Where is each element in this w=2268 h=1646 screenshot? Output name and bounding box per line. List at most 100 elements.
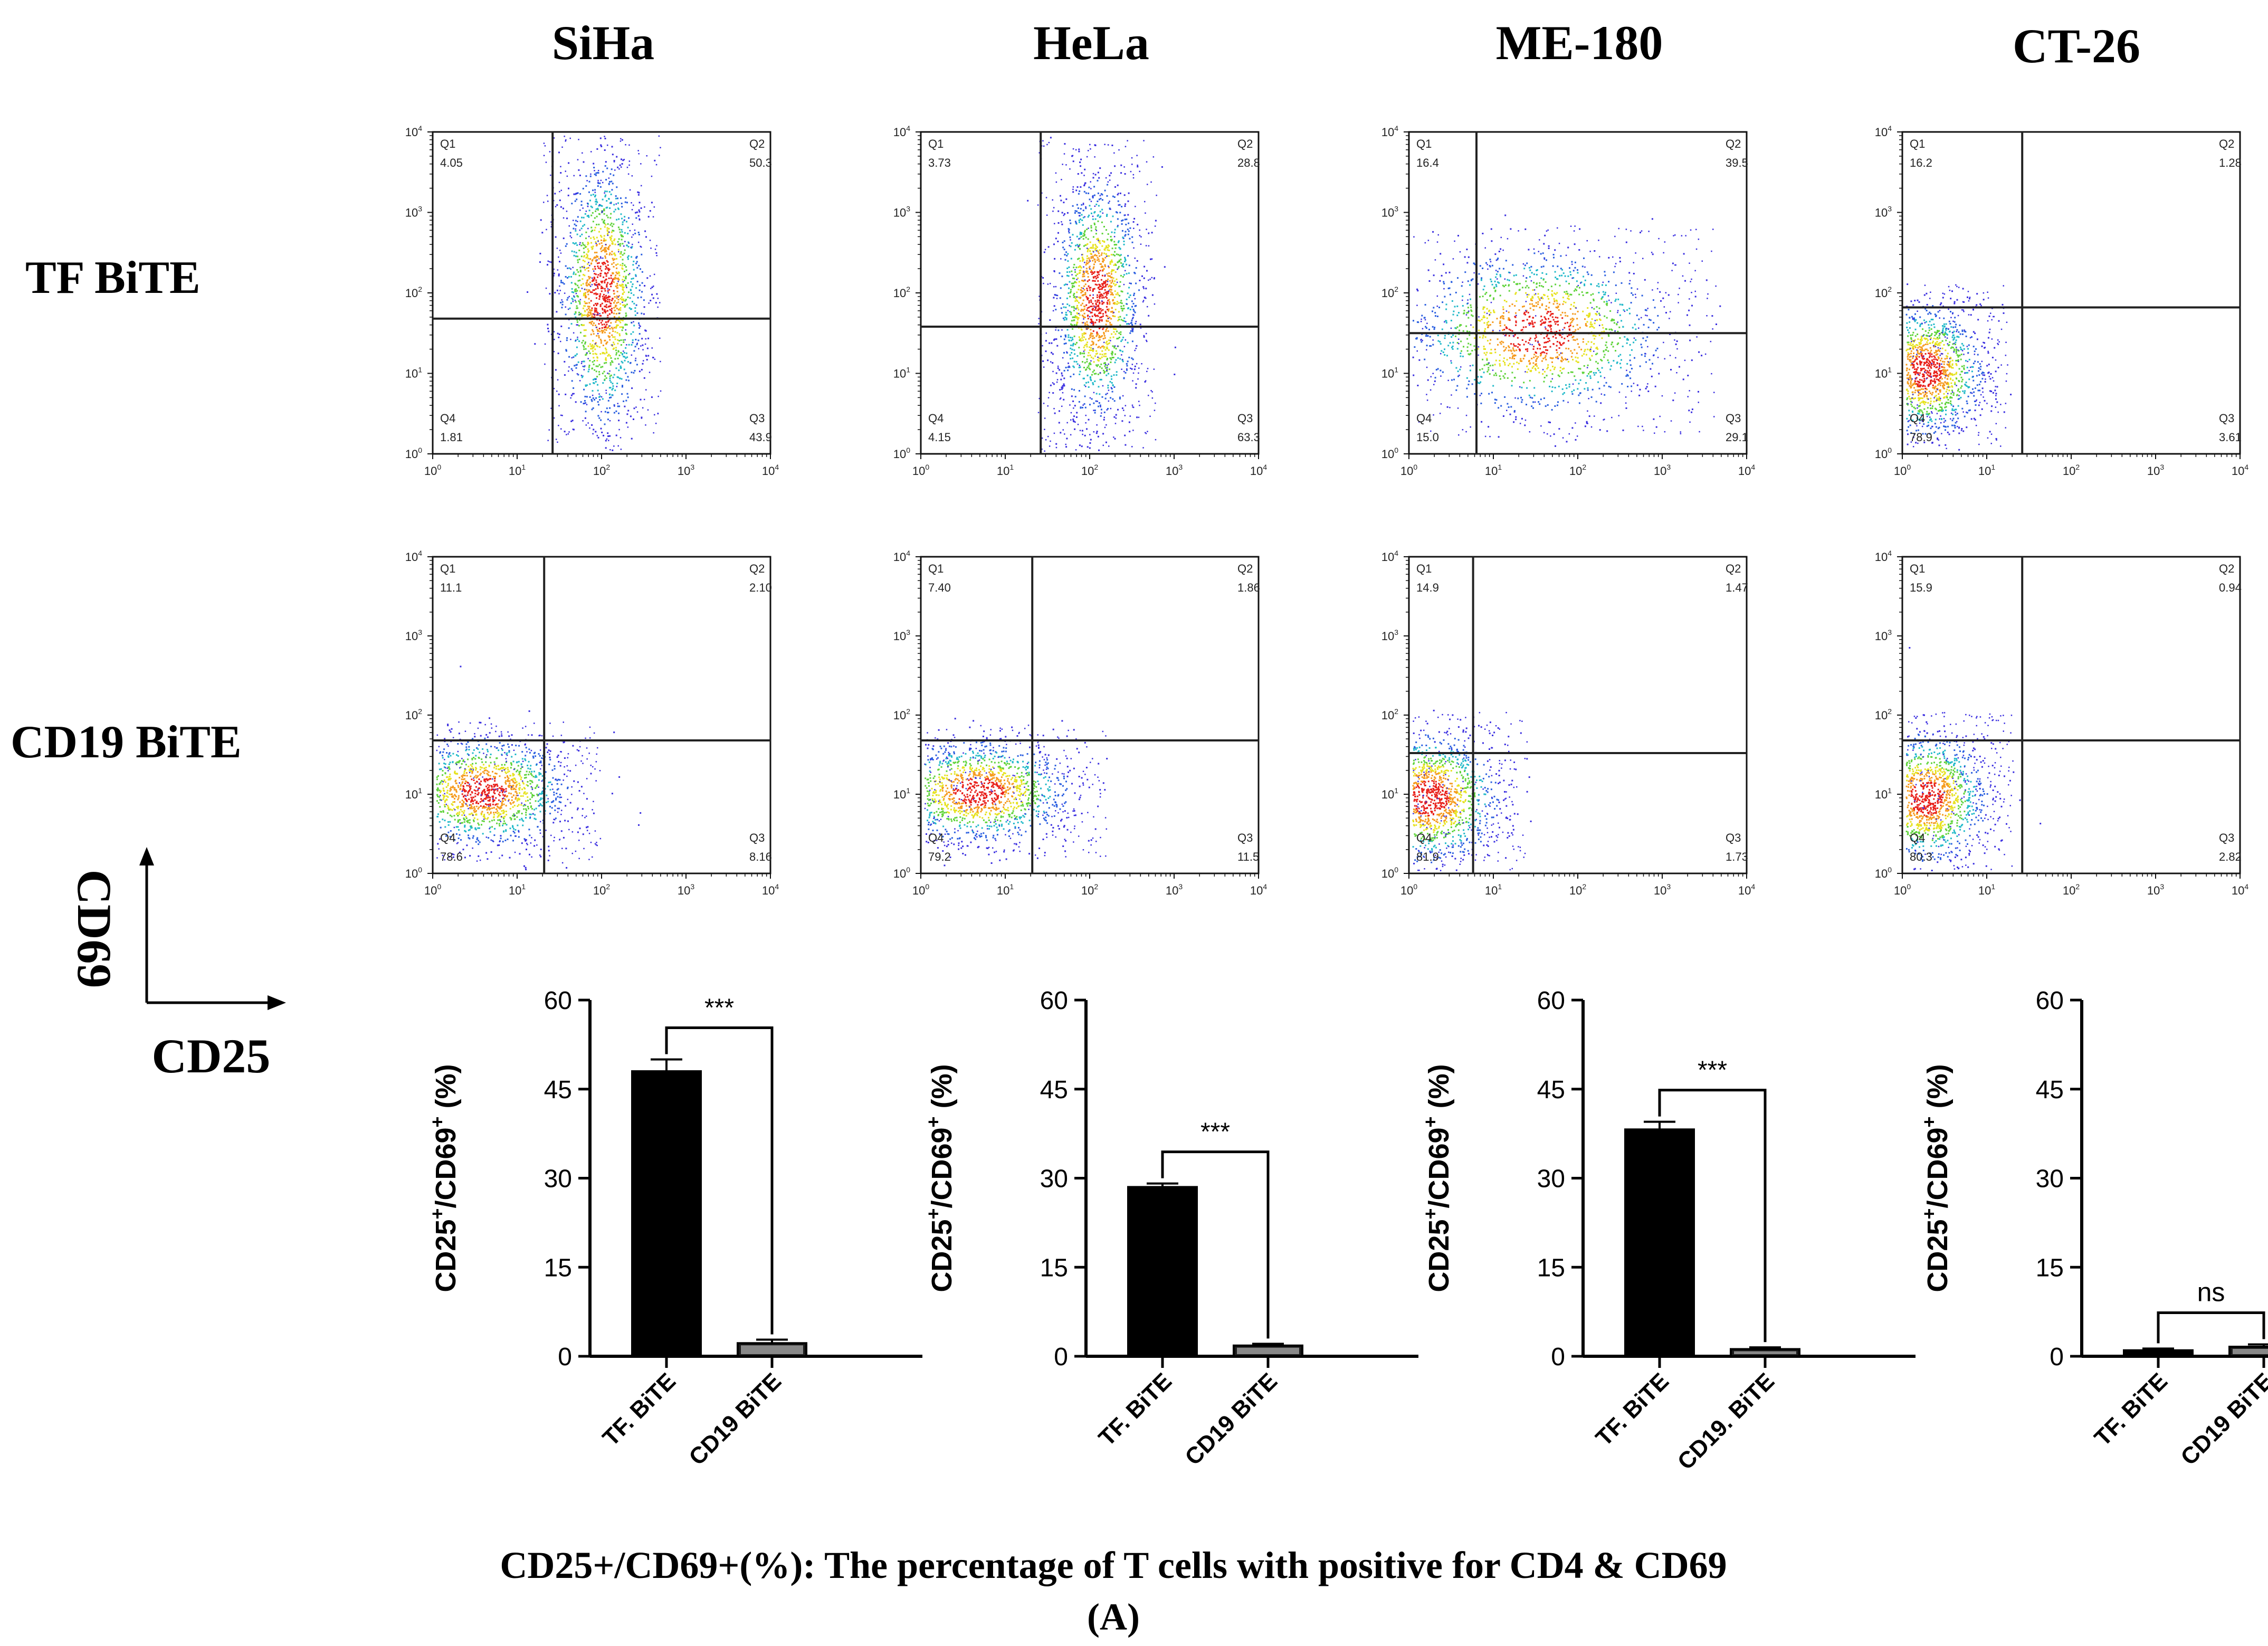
flow-plot-frame	[432, 556, 771, 874]
quadrant-value-q4: 15.0	[1416, 431, 1439, 444]
flow-x-tick-label: 103	[678, 463, 694, 478]
quadrant-value-q2: 39.5	[1726, 156, 1748, 169]
flow-y-tick-label: 101	[405, 366, 422, 380]
bar	[631, 1070, 702, 1357]
flow-x-tick-label: 103	[2147, 882, 2164, 897]
flow-y-tick-label: 101	[893, 366, 910, 380]
bar-y-tick-label: 45	[1537, 1076, 1565, 1104]
flow-x-tick-label: 103	[678, 882, 694, 897]
flow-panels: Q14.05Q250.3Q343.9Q41.811001001011011021…	[405, 124, 2249, 897]
flow-y-tick-label: 103	[893, 205, 910, 220]
flow-y-tick-label: 104	[1875, 549, 1892, 564]
quadrant-value-q1: 11.1	[440, 581, 462, 594]
flow-y-tick-label: 103	[1875, 205, 1892, 220]
axis-indicator-y-label: CD69	[68, 870, 121, 988]
quadrant-label: Q4	[1910, 831, 1925, 844]
flow-y-tick-label: 100	[1381, 865, 1398, 880]
flow-x-tick-label: 101	[1485, 882, 1502, 897]
bar-y-tick-label: 0	[1551, 1343, 1565, 1371]
bar-y-tick-label: 30	[1040, 1165, 1068, 1193]
flow-y-tick-label: 104	[405, 549, 422, 564]
quadrant-value-q1: 16.4	[1416, 156, 1439, 169]
quadrant-value-q3: 63.3	[1237, 431, 1260, 444]
flow-x-tick-label: 100	[424, 882, 441, 897]
flow-density-dots	[1905, 647, 2042, 871]
flow-density-dots	[436, 665, 642, 871]
flow-y-tick-label: 100	[1381, 446, 1398, 461]
flow-plot-frame	[1408, 556, 1748, 874]
flow-y-tick-label: 102	[405, 707, 422, 722]
quadrant-value-q1: 16.2	[1910, 156, 1932, 169]
quadrant-value-q3: 8.16	[749, 850, 772, 863]
quadrant-value-q3: 3.61	[2219, 431, 2242, 444]
quadrant-label: Q2	[1726, 137, 1741, 150]
flow-y-tick-label: 103	[1875, 628, 1892, 643]
quadrant-value-q4: 78.6	[440, 850, 463, 863]
flow-y-tick-label: 104	[1381, 549, 1398, 564]
column-title-ct26: CT-26	[2013, 19, 2140, 73]
bar-y-tick-label: 15	[1537, 1254, 1565, 1282]
flow-x-tick-label: 102	[593, 463, 610, 478]
flow-y-tick-label: 103	[1381, 205, 1398, 220]
significance-bracket	[2157, 1311, 2265, 1344]
flow-density-dots	[924, 718, 1108, 867]
significance-bracket	[1161, 1150, 1270, 1339]
flow-x-tick-label: 104	[1738, 882, 1755, 897]
flow-plot-frame	[1408, 131, 1748, 455]
flow-density-dots	[527, 135, 662, 451]
quadrant-label: Q2	[749, 562, 765, 575]
flow-y-tick-label: 103	[893, 628, 910, 643]
quadrant-value-q1: 14.9	[1416, 581, 1439, 594]
flow-plot-frame	[920, 131, 1260, 455]
flow-x-tick-label: 100	[912, 463, 929, 478]
flow-density-dots	[1412, 214, 1721, 447]
column-title-hela: HeLa	[1033, 16, 1149, 70]
panel-label: (A)	[1087, 1596, 1140, 1638]
quadrant-label: Q1	[440, 562, 455, 575]
flow-x-tick-label: 101	[1978, 882, 1995, 897]
flow-y-tick-label: 101	[1381, 786, 1398, 801]
bar-chart: 0 15 30 45 60 CD25+/CD69+ (%) TF. BiTE CD19 BiT…	[1918, 987, 2268, 1470]
quadrant-value-q3: 43.9	[749, 431, 772, 444]
column-title-siha: SiHa	[552, 16, 654, 70]
quadrant-label: Q3	[2219, 831, 2234, 844]
quadrant-value-q4: 79.2	[928, 850, 951, 863]
quadrant-label: Q4	[440, 412, 455, 425]
significance-bracket	[665, 1026, 774, 1335]
quadrant-label: Q1	[928, 137, 944, 150]
flow-y-tick-label: 104	[1875, 124, 1892, 139]
flow-y-tick-label: 100	[893, 865, 910, 880]
bar-chart: 0 15 30 45 60 CD25+/CD69+ (%) TF. BiTE CD19 BiT…	[922, 987, 1418, 1470]
flow-x-tick-label: 103	[1166, 463, 1183, 478]
quadrant-label: Q2	[2219, 562, 2234, 575]
bar-y-tick-label: 30	[544, 1165, 572, 1193]
bar-category-label: CD19 BiTE	[1180, 1368, 1282, 1470]
figure-caption: CD25+/CD69+(%): The percentage of T cell…	[500, 1544, 1727, 1586]
flow-x-tick-label: 104	[762, 882, 779, 897]
flow-x-tick-label: 100	[1894, 882, 1911, 897]
flow-x-tick-label: 101	[997, 882, 1014, 897]
quadrant-label: Q2	[1726, 562, 1741, 575]
flow-y-tick-label: 103	[405, 628, 422, 643]
quadrant-label: Q1	[1416, 562, 1432, 575]
flow-plot-frame	[920, 556, 1260, 874]
quadrant-label: Q3	[2219, 412, 2234, 425]
quadrant-value-q4: 81.9	[1416, 850, 1439, 863]
flow-y-tick-label: 101	[1381, 366, 1398, 380]
quadrant-label: Q3	[749, 831, 765, 844]
flow-x-tick-label: 100	[1894, 463, 1911, 478]
flow-plot-frame	[1901, 131, 2241, 455]
flow-y-tick-label: 104	[405, 124, 422, 139]
flow-y-tick-label: 103	[405, 205, 422, 220]
flow-x-tick-label: 101	[997, 463, 1014, 478]
quadrant-label: Q3	[1726, 412, 1741, 425]
bar-y-tick-label: 0	[2050, 1343, 2064, 1371]
quadrant-value-q2: 1.47	[1726, 581, 1748, 594]
row-label-cd19-bite: CD19 BiTE	[11, 717, 242, 768]
